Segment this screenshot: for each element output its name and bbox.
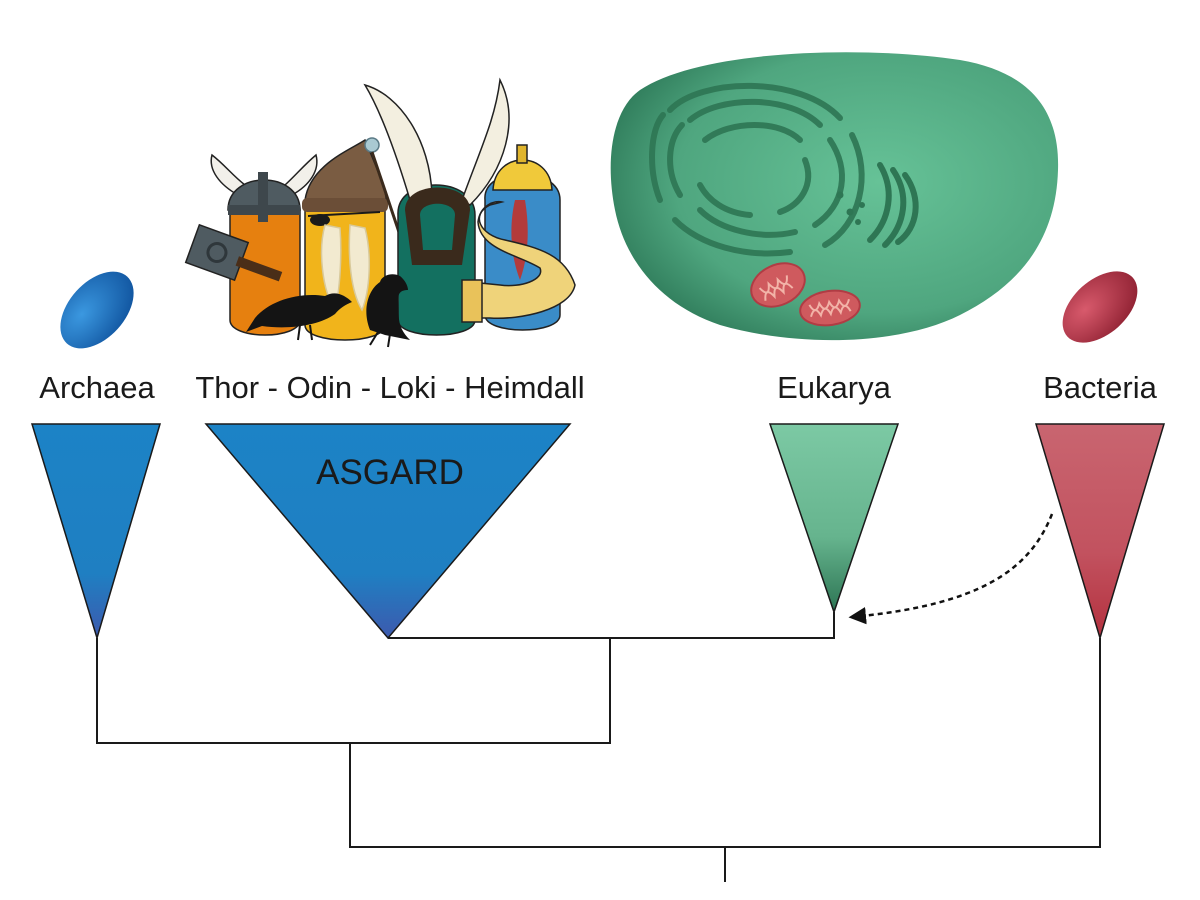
archaea-cell-icon [60, 271, 134, 349]
eukaryotic-cell-icon [610, 52, 1059, 341]
label-eukarya: Eukarya [777, 370, 891, 405]
bacteria-clade-triangle [1034, 423, 1166, 641]
label-asgard: ASGARD [316, 453, 464, 492]
raven-left-icon [246, 293, 352, 341]
asgard-clade-triangle [204, 423, 572, 640]
eukarya-clade-triangle [768, 423, 900, 615]
label-archaea: Archaea [39, 370, 155, 405]
bacteria-cell-icon [1062, 271, 1138, 343]
odin-figure [302, 137, 407, 341]
asgard-gods-illustration [184, 77, 576, 348]
heimdall-figure [461, 144, 576, 331]
thor-figure [184, 153, 318, 336]
label-asgard-members: Thor - Odin - Loki - Heimdall [195, 370, 584, 405]
phylogenetic-tree-lines [96, 612, 1101, 882]
raven-right-icon [366, 274, 410, 348]
loki-figure [363, 77, 510, 336]
archaea-clade-triangle [30, 423, 162, 641]
dashed-arrow-icon [848, 513, 1054, 625]
label-bacteria: Bacteria [1043, 370, 1157, 405]
